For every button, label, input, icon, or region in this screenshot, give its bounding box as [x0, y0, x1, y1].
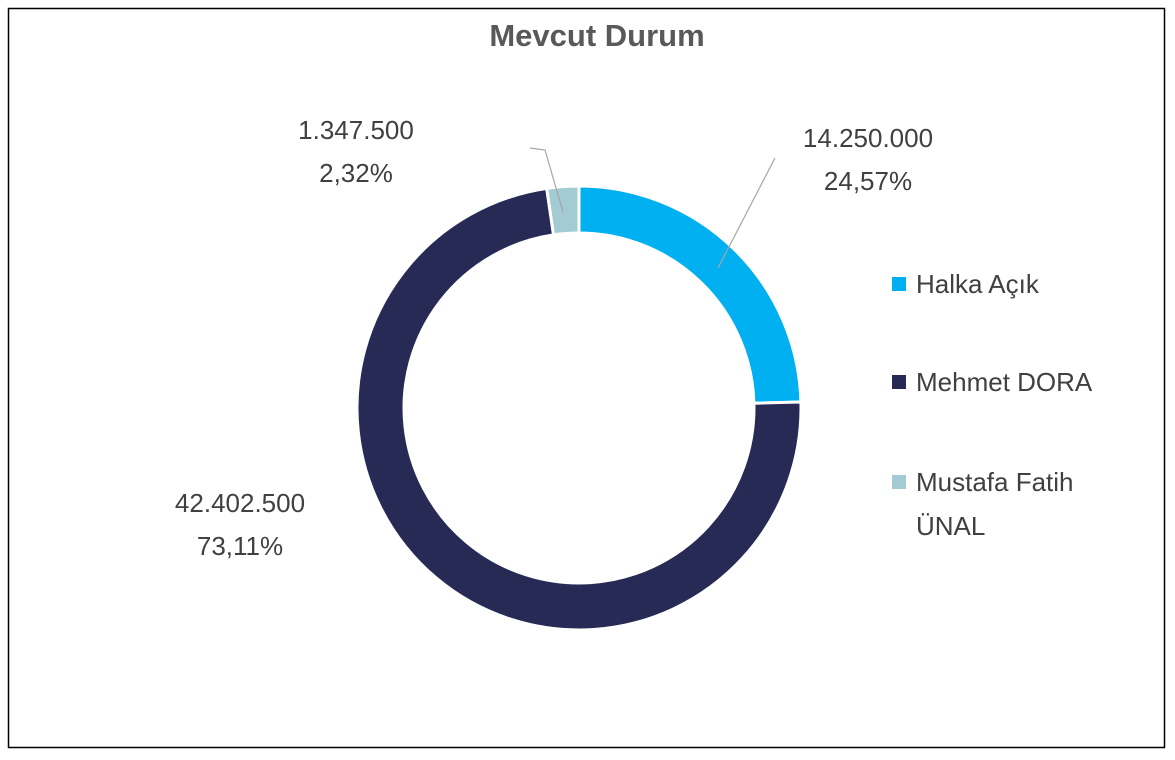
legend-item: Mustafa Fatih ÜNAL: [892, 460, 1152, 548]
data-label-value: 1.347.500: [298, 115, 414, 145]
legend-label: Mehmet DORA: [916, 367, 1093, 397]
data-label-value: 14.250.000: [803, 123, 933, 153]
legend-label: Mustafa Fatih ÜNAL: [916, 467, 1074, 541]
donut-slice: [355, 186, 803, 632]
legend-swatch: [892, 375, 906, 389]
legend-swatch: [892, 277, 906, 291]
chart-title: Mevcut Durum: [489, 18, 704, 53]
data-label-value: 42.402.500: [175, 488, 305, 518]
data-label-percent: 24,57%: [824, 166, 912, 196]
legend-item: Halka Açık: [892, 262, 1152, 306]
data-label-percent: 2,32%: [319, 158, 393, 188]
leader-line: [529, 147, 564, 213]
legend-label: Halka Açık: [916, 269, 1039, 299]
legend-item: Mehmet DORA: [892, 360, 1152, 404]
leader-line: [717, 157, 776, 269]
data-label-percent: 73,11%: [197, 531, 283, 561]
legend-swatch: [892, 475, 906, 489]
